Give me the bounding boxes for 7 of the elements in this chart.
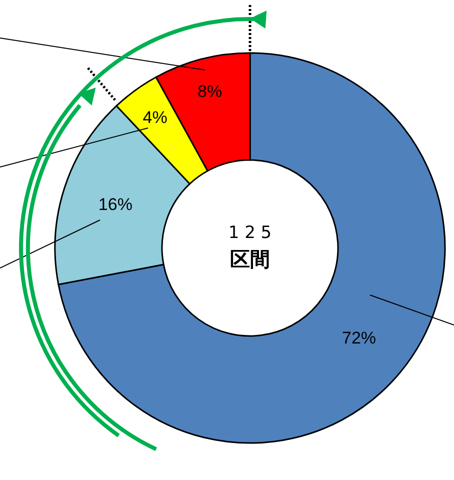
donut-slice (58, 52, 446, 444)
data-label: 8% (198, 82, 222, 102)
data-label: 72% (342, 328, 376, 348)
data-label: 4% (142, 108, 168, 127)
data-label: 16% (98, 194, 132, 214)
text: 1 2 5 (228, 223, 272, 243)
text: 区間 (230, 247, 270, 271)
